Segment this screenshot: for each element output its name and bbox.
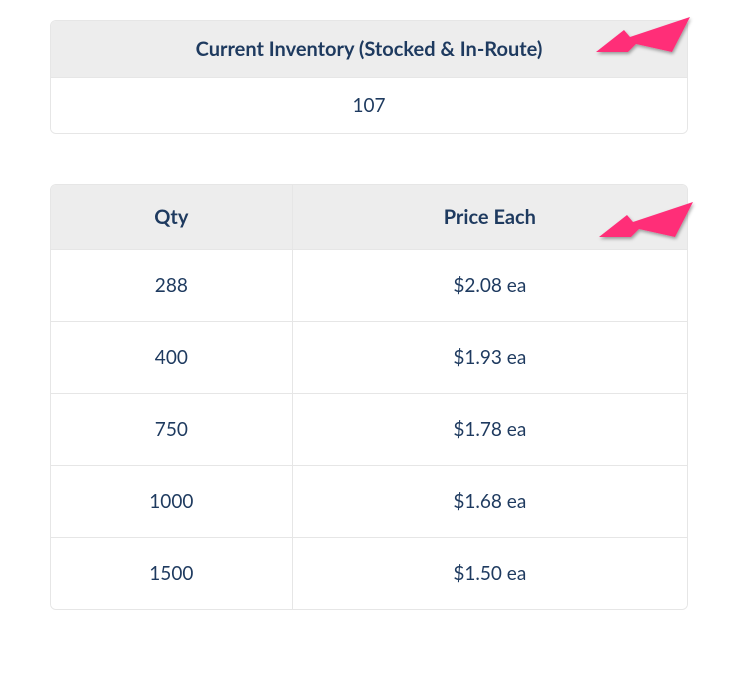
- inventory-row: 107: [51, 78, 687, 133]
- table-row: 750 $1.78 ea: [51, 394, 687, 466]
- price-cell: $1.50 ea: [293, 538, 687, 609]
- pricing-header-price: Price Each: [293, 185, 687, 250]
- price-cell: $1.78 ea: [293, 394, 687, 466]
- price-cell: $1.68 ea: [293, 466, 687, 538]
- price-cell: $2.08 ea: [293, 250, 687, 322]
- inventory-table: Current Inventory (Stocked & In-Route) 1…: [50, 20, 688, 134]
- inventory-header: Current Inventory (Stocked & In-Route): [51, 21, 687, 78]
- inventory-value: 107: [51, 78, 687, 133]
- qty-cell: 1000: [51, 466, 293, 538]
- qty-cell: 288: [51, 250, 293, 322]
- qty-cell: 750: [51, 394, 293, 466]
- qty-cell: 400: [51, 322, 293, 394]
- table-row: 1500 $1.50 ea: [51, 538, 687, 609]
- table-row: 1000 $1.68 ea: [51, 466, 687, 538]
- qty-cell: 1500: [51, 538, 293, 609]
- table-row: 400 $1.93 ea: [51, 322, 687, 394]
- price-cell: $1.93 ea: [293, 322, 687, 394]
- table-row: 288 $2.08 ea: [51, 250, 687, 322]
- pricing-table: Qty Price Each 288 $2.08 ea 400 $1.93 ea…: [50, 184, 688, 610]
- pricing-header-qty: Qty: [51, 185, 293, 250]
